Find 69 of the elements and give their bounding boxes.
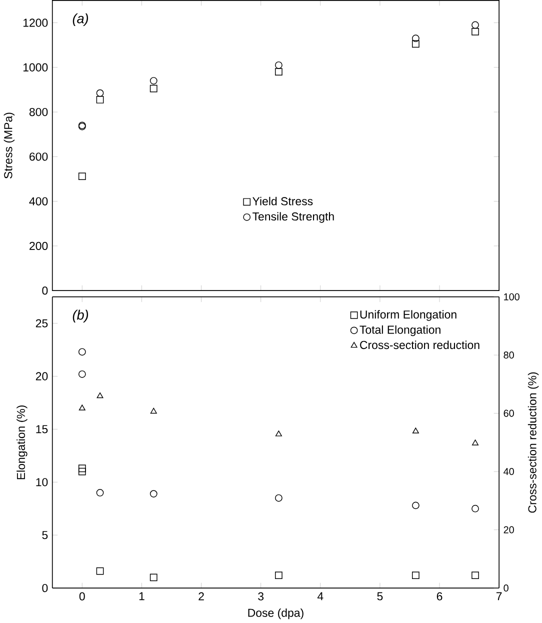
legend-label: Tensile Strength [252,212,334,223]
point [96,392,104,398]
point [78,370,86,378]
point [274,61,282,69]
x-tick-label: 0 [79,592,85,600]
annotation: (b) [72,310,88,322]
point [274,68,282,76]
legend-label: Yield Stress [252,196,312,206]
x-tick-label: 4 [317,592,324,600]
y2-tick-label: 0 [503,584,508,592]
point [150,574,158,582]
x-tick-label: 6 [436,592,442,600]
y-tick-label: 15 [36,425,48,434]
y-axis-title: Elongation (%) [16,406,28,480]
x-tick-label: 2 [198,592,204,600]
y2-tick-label: 80 [504,352,514,359]
point [150,84,158,92]
y-tick-label: 20 [36,372,48,380]
point [274,572,282,580]
y-tick-label: 10 [36,478,48,486]
legend-label: Uniform Elongation [360,310,456,321]
point [471,504,479,512]
point [150,77,158,84]
x-tick-label: 1 [139,592,144,600]
x-tick-label: 7 [496,592,502,600]
point [275,430,282,436]
y2-tick-label: 60 [504,410,514,417]
point [471,21,479,29]
point [412,502,420,510]
point [96,567,104,575]
y2-tick-label: 100 [504,293,520,300]
point [96,96,104,104]
y-tick-label: 1200 [23,18,48,27]
y2-tick-label: 40 [503,468,514,476]
legend-label: Cross-section reduction [360,340,480,350]
point [150,408,157,414]
y-tick-label: 1000 [23,63,48,72]
x-tick-label: 3 [258,592,264,600]
point [412,40,420,48]
y-tick-label: 200 [29,242,48,250]
y-tick-label: 25 [36,319,48,328]
y-tick-label: 800 [29,108,48,116]
x-tick-label: 5 [377,592,382,600]
y-axis-title: Stress (MPa) [4,112,14,178]
annotation: (a) [72,13,88,26]
point [78,404,86,410]
legend-label: Total Elongation [360,325,440,336]
point [78,464,86,472]
point [150,490,158,498]
point [412,572,420,580]
point [78,172,86,180]
y-tick-label: 600 [29,152,48,161]
point [274,494,282,502]
y2-tick-label: 20 [504,526,514,534]
y-tick-label: 0 [42,584,48,592]
point [471,572,479,580]
point [412,34,420,42]
y-tick-label: 5 [42,531,48,540]
y-tick-label: 0 [42,286,48,295]
x-axis-title: Dose (dpa) [248,608,304,620]
y2-axis-title: Cross-section reduction (%) [528,372,538,513]
point [78,468,86,476]
point [78,348,86,356]
point [471,28,479,36]
y-tick-label: 400 [29,197,48,206]
point [96,89,104,97]
point [412,428,419,434]
point [472,440,478,446]
point [96,489,104,496]
